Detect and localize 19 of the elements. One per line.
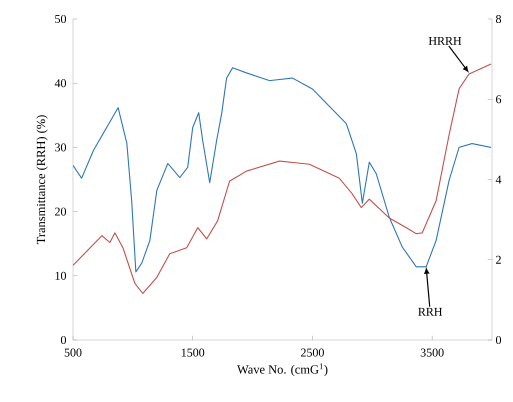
- y-tick-label: 40: [54, 79, 66, 88]
- y2-tick-label: 8: [496, 14, 502, 24]
- y-tick-label: 0: [60, 336, 66, 344]
- y-tick-label: 10: [56, 272, 66, 280]
- y-tick-label: 50: [55, 14, 66, 24]
- y2-tick-label: 6: [496, 95, 502, 104]
- x-tick-label: 3500: [420, 348, 444, 357]
- y-tick-label: 30: [55, 143, 66, 152]
- y-axis-title: Transmittance (RRH) (%): [36, 115, 48, 244]
- y2-tick-label: 2: [496, 256, 501, 264]
- y2-tick-label: 4: [496, 176, 502, 184]
- y-tick-label: 20: [55, 208, 66, 216]
- x-tick-label: 1500: [182, 348, 204, 357]
- annotation: RRH: [418, 308, 442, 316]
- annotation: HRRH: [428, 37, 462, 45]
- x-axis-title: Wave No. (cmG$^{1}$): [237, 363, 328, 376]
- x-tick-label: 500: [64, 348, 82, 357]
- y2-tick-label: 0: [496, 336, 502, 344]
- x-tick-label: 2500: [301, 348, 324, 357]
